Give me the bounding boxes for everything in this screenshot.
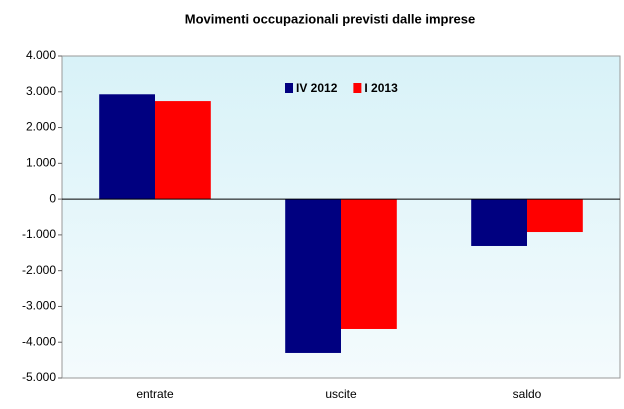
y-tick-label: -4.000: [22, 334, 56, 348]
bar: [155, 101, 211, 200]
y-tick-label: -1.000: [22, 227, 56, 241]
bar: [99, 94, 155, 200]
x-tick-label: entrate: [136, 387, 174, 401]
bar: [527, 199, 583, 233]
y-tick-label: 3.000: [26, 84, 56, 98]
bar: [285, 199, 341, 353]
bar: [471, 199, 527, 246]
legend-label: IV 2012: [296, 81, 338, 95]
y-tick-label: 2.000: [26, 120, 56, 134]
y-tick-label: -5.000: [22, 370, 56, 384]
chart-title: Movimenti occupazionali previsti dalle i…: [185, 11, 475, 26]
y-tick-label: 4.000: [26, 48, 56, 62]
y-tick-label: -2.000: [22, 263, 56, 277]
y-tick-label: -3.000: [22, 299, 56, 313]
bar: [341, 199, 397, 329]
legend-swatch: [353, 83, 362, 93]
x-tick-label: saldo: [513, 387, 542, 401]
legend-swatch: [285, 83, 293, 93]
y-tick-label: 0: [49, 191, 56, 205]
legend-label: I 2013: [364, 81, 398, 95]
y-tick-label: 1.000: [26, 156, 56, 170]
x-tick-label: uscite: [325, 387, 357, 401]
